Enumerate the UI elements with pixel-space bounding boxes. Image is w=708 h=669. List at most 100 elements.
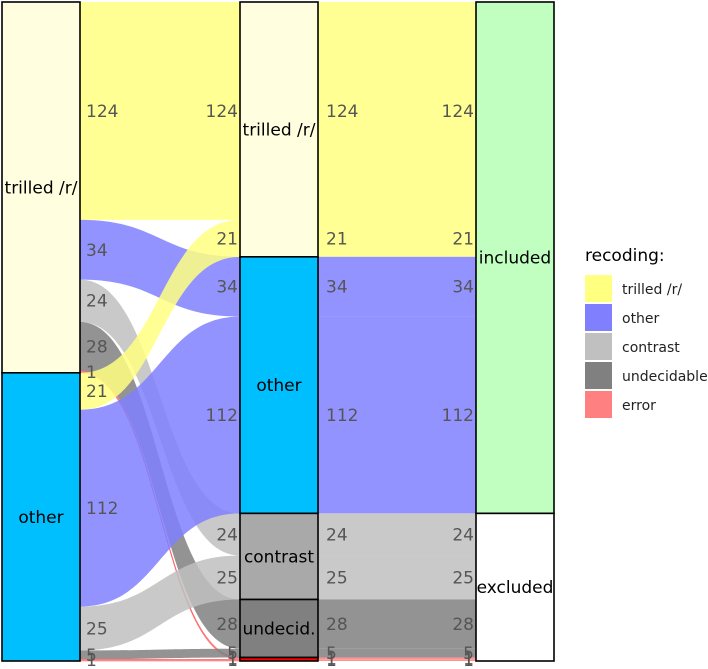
flow-other-to-trilled-r [80,219,240,410]
legend-label-trilled-r: trilled /r/ [622,282,682,298]
flow-label-other-to-undecid-left: 5 [86,646,97,666]
node-recoding-other: other [239,256,319,515]
flow-label-other-to-other-mid-right: 112 [442,406,474,426]
flow-label-other-to-trilled-r-mid-left: 21 [326,229,348,249]
node-original-other: other [1,371,81,662]
node-status-included-box [475,1,555,515]
flow-label-other-to-trilled-r-right: 21 [216,229,238,249]
flow-label-other-to-undecid-right: 5 [227,644,238,664]
node-recoding-other-label: other [256,376,301,396]
flow-label-trilled-r-to-other-left: 34 [86,241,108,261]
flow-label-trilled-r-to-undecid-left: 28 [86,337,108,357]
node-recoding-contrast-box [239,512,319,601]
flow-label-other-to-error-left: 1 [86,651,97,669]
legend: recoding: trilled /r/other contrast undeci… [585,246,708,418]
flow-label-trilled-r-to-trilled-r-right: 124 [206,102,238,122]
legend-item-trilled-r: trilled /r/ [585,275,682,302]
flow-error-to-status [318,659,476,661]
flow-other-to-contrast [80,555,240,651]
flow-label-trilled-r-to-error-mid-left: 1 [326,649,337,669]
flow-label-other-to-contrast-mid-left: 25 [326,569,348,589]
node-original-other-box [1,371,81,662]
flow-label-trilled-r-to-trilled-r-mid-right: 124 [442,102,474,122]
flow-label-other-to-undecid-mid-left: 5 [326,644,337,664]
legend-label-error: error [622,398,656,414]
legend-item-undecidable: undecidable [585,362,708,389]
legend-item-error: error [585,391,656,418]
flow-label-trilled-r-to-other-right: 34 [216,278,238,298]
flow-label-other-to-other-left: 112 [86,499,118,519]
legend-items: trilled /r/other contrast undecidable error [585,275,708,418]
flow-trilled-r-to-other [80,219,240,317]
nodes-group: trilled /r/other trilled /r/other contrast… [1,1,555,662]
node-status-excluded-label: excluded [477,578,554,598]
node-recoding-other-box [239,256,319,515]
flow-label-other-to-trilled-r-mid-right: 21 [452,229,474,249]
flow-label-other-to-contrast-right: 25 [216,569,238,589]
legend-label-undecidable: undecidable [622,369,708,385]
flow-error-to-status [318,657,476,660]
legend-swatch-undecidable [585,362,612,389]
flow-label-other-to-error-mid-left: 1 [326,651,337,669]
node-recoding-trilled-r-label: trilled /r/ [243,120,316,140]
flow-other-to-other [80,316,240,607]
node-status-excluded: excluded [475,512,555,662]
flow-label-trilled-r-to-contrast-mid-left: 24 [326,525,348,545]
node-original-trilled-r: trilled /r/ [1,1,81,374]
flow-label-trilled-r-to-undecid-right: 28 [216,615,238,635]
flow-label-trilled-r-to-undecid-mid-left: 28 [326,615,348,635]
node-status-included-label: included [479,249,551,269]
node-status-excluded-box [475,512,555,662]
node-recoding-error-box [239,656,319,662]
flow-label-trilled-r-to-contrast-left: 24 [86,292,108,312]
flow-label-other-to-undecid-mid-right: 5 [463,644,474,664]
flow-other-to-error [79,658,241,662]
flow-label-trilled-r-to-other-mid-left: 34 [326,278,348,298]
flows-left-group [79,2,241,662]
legend-swatch-error [585,391,612,418]
flow-other-to-status [318,316,476,514]
legend-label-other: other [622,311,660,327]
flow-undecid-to-status [318,599,476,649]
flow-label-trilled-r-to-contrast-right: 24 [216,525,238,545]
node-recoding-error [239,656,319,662]
flow-label-other-to-error-right: 1 [227,651,238,669]
flow-trilled-r-to-status [318,219,476,257]
node-recoding-trilled-r: trilled /r/ [239,1,319,258]
node-recoding-undecid: undecid. [239,598,319,659]
legend-swatch-trilled-r [585,275,612,302]
legend-swatch-contrast [585,333,612,360]
legend-swatch-other [585,304,612,331]
legend-item-other: other [585,304,660,331]
node-status-included: included [475,1,555,515]
flow-label-trilled-r-to-undecid-mid-right: 28 [452,615,474,635]
node-recoding-contrast-label: contrast [244,547,314,567]
flow-label-trilled-r-to-other-mid-right: 34 [452,278,474,298]
flow-label-trilled-r-to-trilled-r-mid-left: 124 [326,102,358,122]
flow-label-trilled-r-to-contrast-mid-right: 24 [452,525,474,545]
flow-other-to-undecid [80,648,240,660]
flows-right-group [318,2,476,661]
flow-label-other-to-error-mid-right: 1 [463,651,474,669]
flow-label-other-to-contrast-mid-right: 25 [452,569,474,589]
flow-contrast-to-status [318,513,476,556]
node-original-trilled-r-label: trilled /r/ [5,178,78,198]
flow-other-to-status [318,256,476,317]
legend-label-contrast: contrast [622,340,680,356]
legend-item-contrast: contrast [585,333,680,360]
flow-label-trilled-r-to-error-mid-right: 1 [463,649,474,669]
flow-trilled-r-to-status [318,2,476,220]
flow-label-trilled-r-to-error-right: 1 [227,649,238,669]
legend-title: recoding: [585,246,665,266]
flow-trilled-r-to-trilled-r [80,2,240,220]
flow-label-other-to-other-mid-left: 112 [326,406,358,426]
flow-label-other-to-contrast-left: 25 [86,619,108,639]
node-recoding-undecid-box [239,598,319,659]
flow-label-other-to-trilled-r-left: 21 [86,382,108,402]
flow-label-trilled-r-to-error-left: 1 [86,363,97,383]
flow-label-other-to-other-right: 112 [206,406,238,426]
flow-undecid-to-status [318,648,476,658]
node-original-other-label: other [18,508,63,528]
